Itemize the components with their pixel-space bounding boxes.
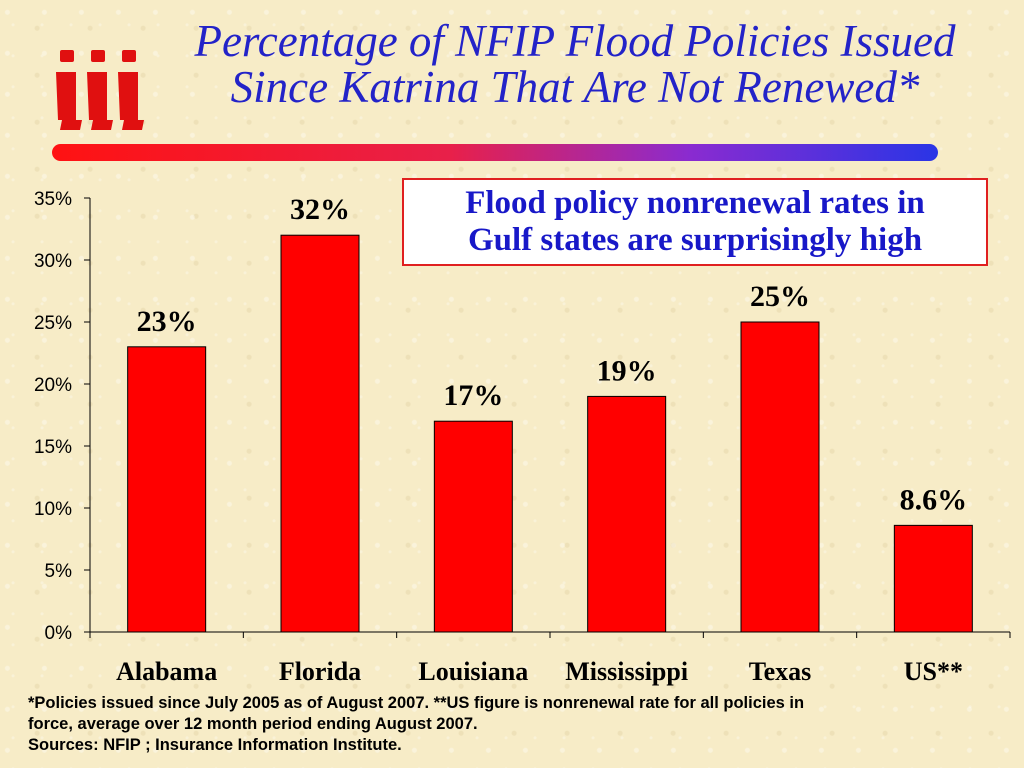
data-label: 23%	[137, 305, 197, 338]
category-label: US**	[904, 657, 963, 686]
bar	[433, 420, 513, 633]
category-label: Texas	[749, 657, 812, 686]
data-label: 32%	[290, 193, 350, 226]
bar	[740, 321, 820, 633]
bar	[127, 346, 207, 633]
y-tick-label: 15%	[34, 437, 72, 458]
category-label: Florida	[279, 657, 361, 686]
footnote-line-2: force, average over 12 month period endi…	[28, 715, 478, 733]
footnote-line-1: *Policies issued since July 2005 as of A…	[28, 694, 805, 712]
chart-title-line-2: Since Katrina That Are Not Renewed*	[230, 62, 920, 112]
callout-line-1: Flood policy nonrenewal rates in	[465, 185, 925, 221]
y-tick-label: 30%	[34, 251, 72, 272]
y-tick-label: 5%	[45, 561, 73, 582]
iii-logo	[56, 50, 144, 130]
category-label: Alabama	[116, 657, 217, 686]
chart-title: Percentage of NFIP Flood Policies Issued…	[130, 18, 1020, 110]
y-tick-label: 25%	[34, 313, 72, 334]
category-label: Louisiana	[418, 657, 528, 686]
callout-line-2: Gulf states are surprisingly high	[467, 222, 923, 258]
y-tick-label: 20%	[34, 375, 72, 396]
callout-box: Flood policy nonrenewal rates in Gulf st…	[402, 178, 988, 266]
bar	[893, 524, 973, 633]
y-tick-label: 35%	[34, 189, 72, 210]
bar	[280, 234, 360, 633]
y-tick-label: 0%	[45, 623, 73, 644]
chart-title-line-1: Percentage of NFIP Flood Policies Issued	[194, 16, 956, 66]
data-label: 17%	[443, 379, 503, 412]
footnote-line-3: Sources: NFIP ; Insurance Information In…	[28, 736, 402, 754]
footnote: *Policies issued since July 2005 as of A…	[28, 693, 1003, 756]
data-label: 25%	[750, 280, 810, 313]
category-label: Mississippi	[565, 657, 688, 686]
bar	[587, 395, 667, 633]
y-tick-label: 10%	[34, 499, 72, 520]
title-accent-bar	[52, 144, 938, 161]
data-label: 8.6%	[900, 483, 968, 516]
data-label: 19%	[597, 354, 657, 387]
